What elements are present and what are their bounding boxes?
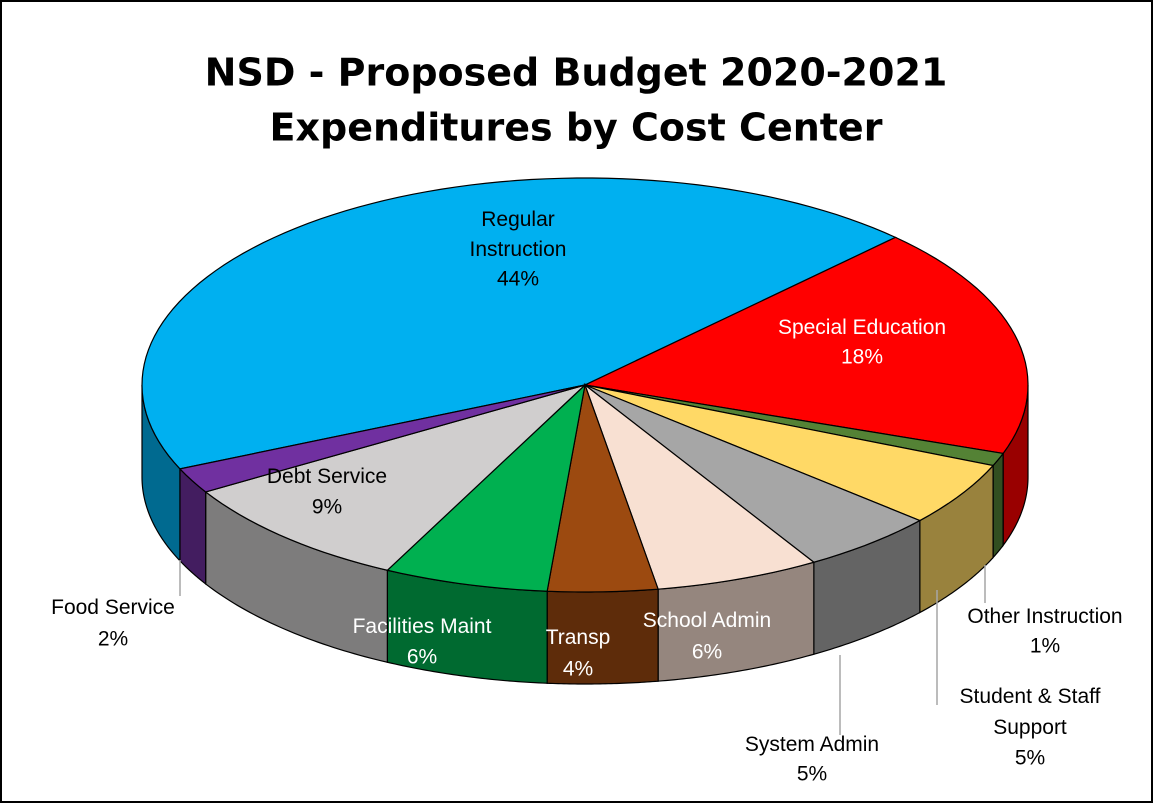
value-label: 44% <box>497 268 539 291</box>
slice <box>204 384 586 571</box>
slice <box>584 384 995 522</box>
value-label: 5% <box>1015 747 1045 770</box>
value-label: 18% <box>841 346 883 369</box>
category-label: Transp <box>546 626 611 649</box>
slice <box>583 236 1029 455</box>
slice <box>583 383 816 590</box>
category-label: Food Service <box>51 596 175 619</box>
value-label: 2% <box>98 628 128 651</box>
category-label: Student & Staff Support <box>960 685 1101 739</box>
category-label: Special Education <box>778 316 946 339</box>
value-label: 6% <box>692 641 722 664</box>
chart-subtitle: Expenditures by Cost Center <box>270 106 883 150</box>
slice <box>141 177 897 470</box>
slice <box>178 384 586 493</box>
slice-side <box>992 451 1004 560</box>
category-label: Other Instruction <box>967 605 1122 628</box>
category-label: System Admin <box>745 733 879 756</box>
value-label: 1% <box>1030 635 1060 658</box>
category-label: Facilities Maint <box>353 615 492 638</box>
slice <box>546 382 659 593</box>
value-label: 5% <box>797 763 827 786</box>
value-label: 6% <box>407 646 437 669</box>
category-label: Regular Instruction <box>470 208 567 261</box>
slice <box>584 384 922 563</box>
value-label: 9% <box>312 496 342 519</box>
chart-title: NSD - Proposed Budget 2020-2021 <box>205 51 948 95</box>
category-label: Debt Service <box>267 465 387 488</box>
value-label: 4% <box>563 658 593 681</box>
slice <box>386 383 586 592</box>
category-label: School Admin <box>643 609 771 632</box>
